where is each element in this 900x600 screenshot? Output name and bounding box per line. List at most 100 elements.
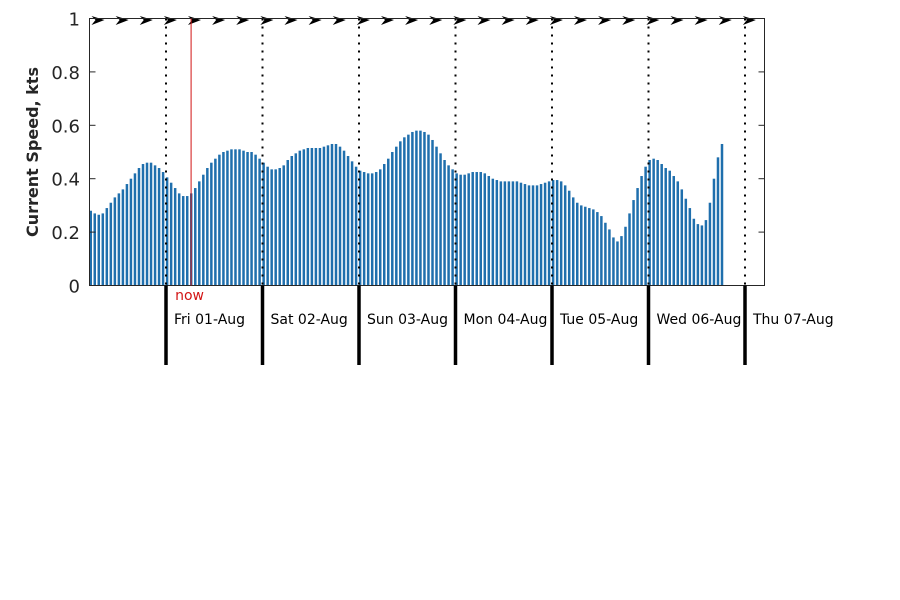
bar [93,213,96,286]
bar [535,185,539,286]
bar [169,182,173,286]
bar [503,181,507,286]
bar [210,162,213,286]
bar [427,134,430,286]
bar [121,189,125,286]
bar [262,162,265,286]
bar [415,130,418,286]
bar [246,152,249,286]
bar [222,152,225,286]
bar [584,206,587,286]
bar [455,173,458,286]
y-tick-label: 0.2 [51,223,80,244]
bar [137,168,141,286]
bar [580,205,583,286]
bar [270,169,273,286]
bar [153,165,157,286]
bar [105,208,109,286]
bar [383,164,386,286]
bar [483,173,487,286]
bar [604,222,607,286]
bar [330,143,334,286]
bar [290,156,294,286]
y-tick-label: 0 [69,277,80,298]
bar [101,213,105,286]
bar [258,158,261,286]
bar [181,196,185,286]
bar [555,180,559,286]
bar [668,170,671,286]
bar [672,176,675,286]
bar [113,197,117,286]
bar [286,160,289,286]
bar [423,131,426,286]
bar [527,185,531,286]
bar [278,168,281,286]
bar [338,146,342,286]
day-tick-label: Mon 04-Aug [464,312,548,328]
bar [515,181,519,286]
y-tick-label: 1 [69,10,80,31]
day-tick-label: Wed 06-Aug [657,312,742,328]
bar [346,156,350,286]
bar [366,173,370,286]
bar [700,225,704,286]
day-tick-label: Tue 05-Aug [559,312,638,328]
bar [547,181,551,286]
bar [302,149,306,286]
bar [559,181,563,286]
bar [680,189,684,286]
bar [664,168,667,286]
bar [322,146,326,286]
bar [463,174,466,286]
day-tick-label: Sat 02-Aug [271,312,348,328]
bar [636,188,639,286]
bar [254,154,257,286]
bar [129,178,133,286]
bar [173,188,177,286]
bar [370,173,374,286]
bar [451,169,454,286]
bar [596,212,599,286]
bar [194,188,197,286]
bar [511,181,515,286]
bar [704,220,708,286]
bar [720,143,724,286]
y-axis-label: Current Speed, kts [23,67,42,237]
bar [234,149,237,286]
bar [185,196,189,286]
bar [467,173,470,286]
bar [117,193,121,286]
bar [266,166,269,286]
bar [125,184,129,286]
bar [459,174,462,286]
plot-frame [89,18,765,286]
bar [571,197,575,286]
bar [499,181,503,286]
bar [551,180,555,286]
bar [242,150,245,286]
bar [362,172,366,286]
day-tick-label: Fri 01-Aug [174,312,245,328]
bar-series [89,130,724,286]
bar [612,237,615,286]
bar [141,164,145,286]
bar [198,181,201,286]
bar [435,146,438,286]
bar [576,202,579,286]
bar [628,213,631,286]
y-tick-label: 0.6 [51,116,80,137]
bar [282,165,285,286]
bar [165,177,169,286]
bar [543,182,547,286]
bar [632,200,635,286]
bar [395,146,398,286]
bar [648,160,651,286]
bar [712,178,716,286]
bar [318,147,322,286]
bar [716,157,720,286]
bar [688,208,692,286]
bar [640,176,643,286]
bar [692,218,696,286]
